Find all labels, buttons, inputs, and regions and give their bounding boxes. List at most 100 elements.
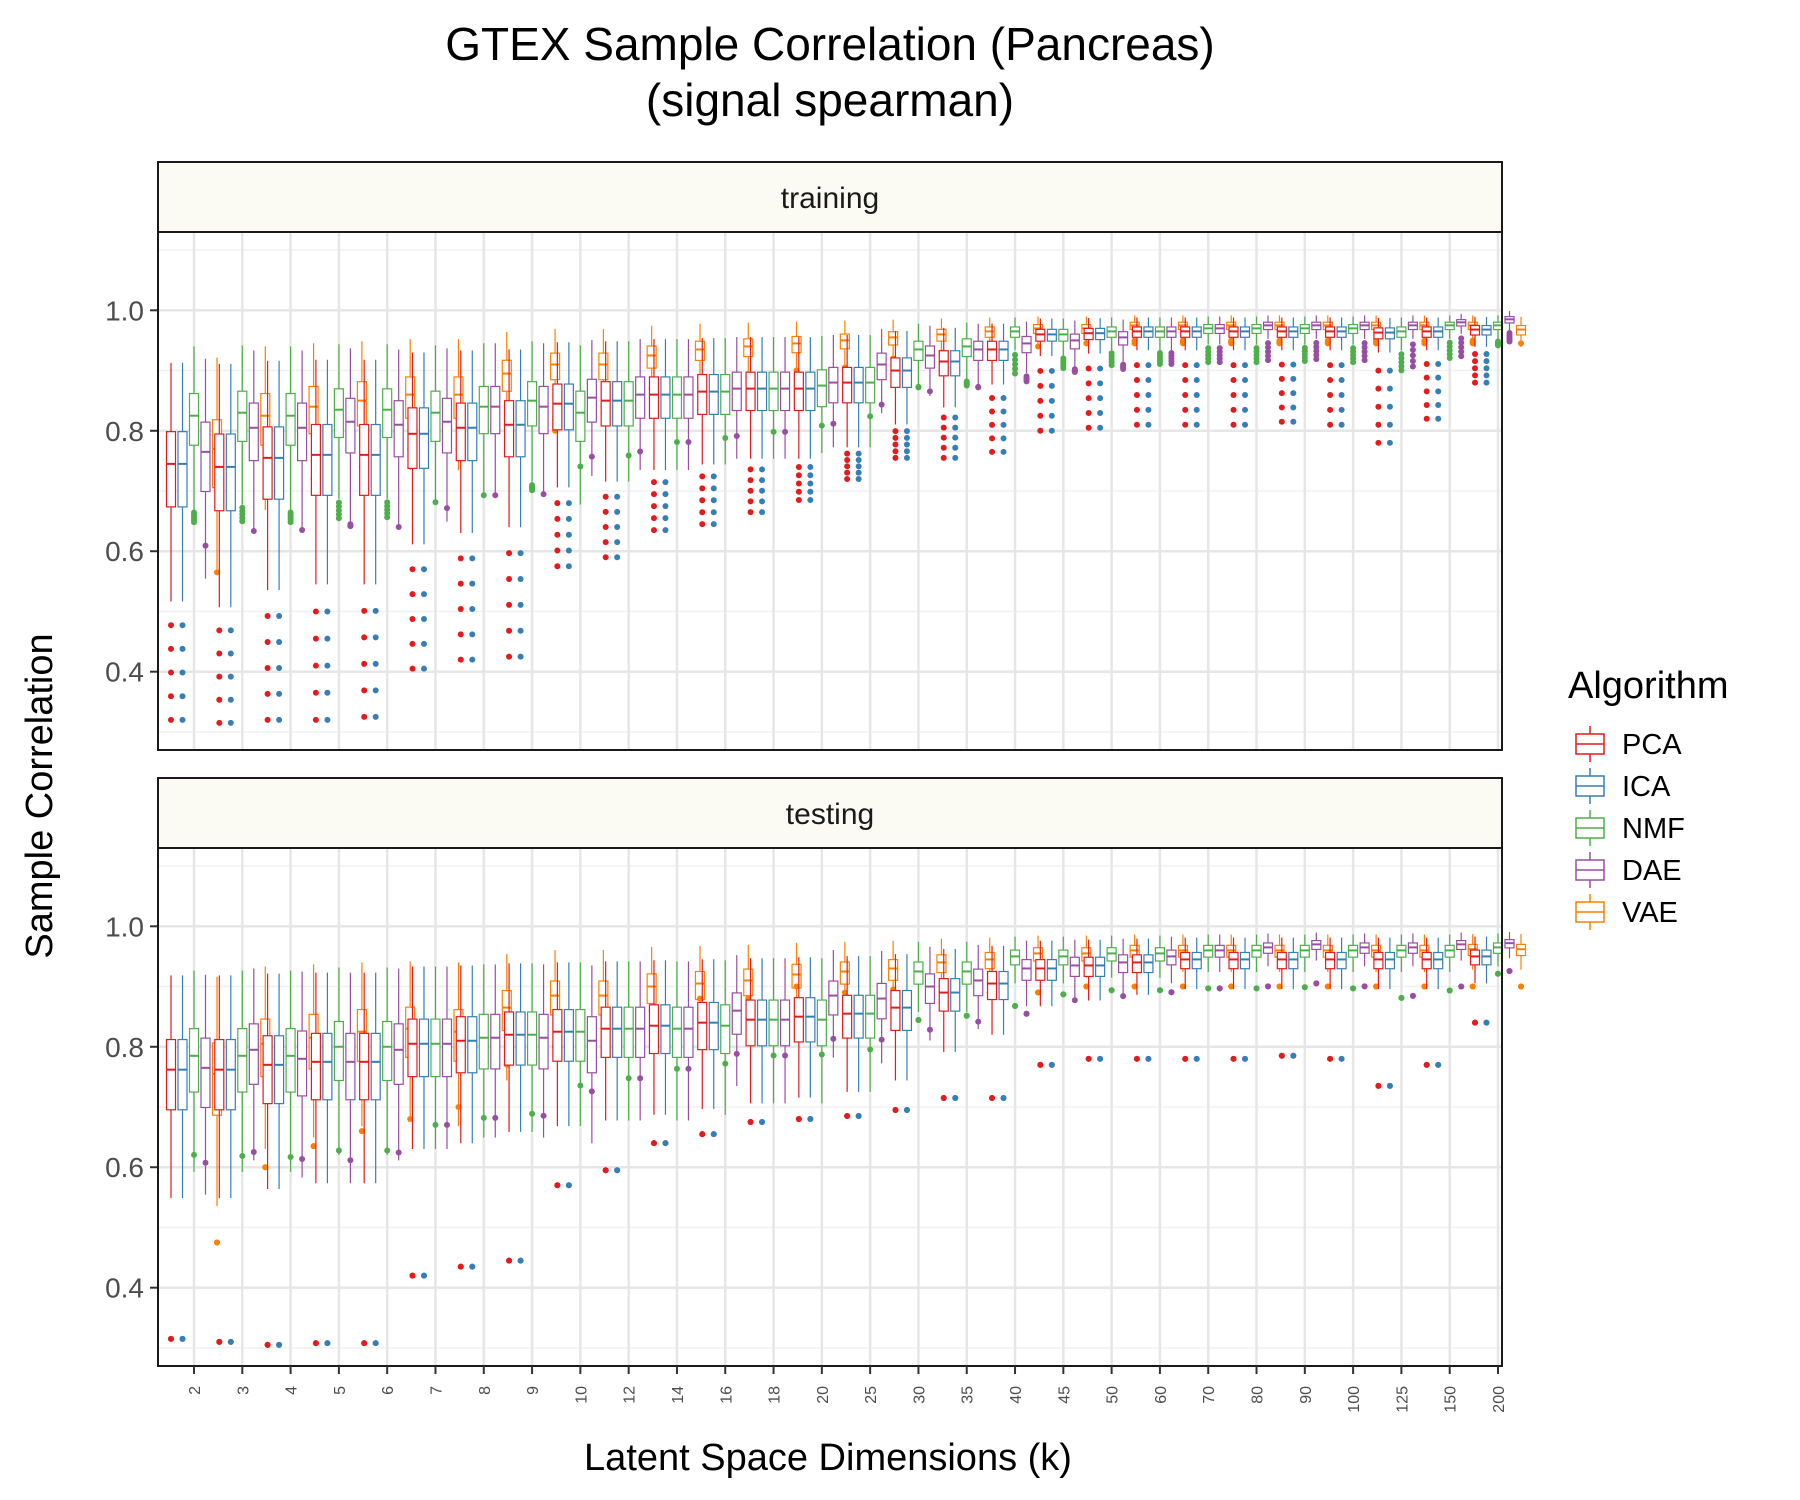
outlier-point <box>1278 1052 1285 1059</box>
box-dae <box>973 968 984 997</box>
outlier-point <box>1398 994 1405 1001</box>
box-nmf <box>1058 949 1069 966</box>
outlier-point <box>1375 1082 1382 1089</box>
outlier-point <box>1361 348 1368 355</box>
outlier-point <box>1338 1055 1345 1062</box>
category-group-9 <box>503 949 561 1264</box>
outlier-point <box>1483 1019 1490 1026</box>
category-group-100 <box>1325 315 1382 428</box>
outlier-point <box>699 497 706 504</box>
outlier-point <box>1361 983 1368 990</box>
outlier-point <box>202 542 209 549</box>
y-tick-label: 0.6 <box>105 1152 144 1183</box>
box-ica <box>515 1011 526 1066</box>
box-pca <box>986 340 998 362</box>
outlier-point <box>324 689 331 696</box>
outlier-point <box>940 454 947 461</box>
outlier-point <box>795 472 802 479</box>
outlier-point <box>747 477 754 484</box>
box-dae <box>635 1006 646 1058</box>
outlier-point <box>795 480 802 487</box>
box-ica <box>756 999 768 1047</box>
outlier-point <box>1338 391 1345 398</box>
outlier-point <box>1327 377 1334 384</box>
outlier-point <box>650 515 657 522</box>
box-nmf <box>671 1006 683 1058</box>
box-vae <box>501 359 512 392</box>
outlier-point <box>1168 989 1175 996</box>
outlier-point <box>989 435 996 442</box>
box-vae <box>646 973 657 1005</box>
outlier-point <box>989 408 996 415</box>
outlier-point <box>324 635 331 642</box>
box-ica <box>612 381 623 427</box>
box-nmf <box>671 376 683 419</box>
outlier-point <box>1037 1061 1044 1068</box>
outlier-point <box>1193 362 1200 369</box>
outlier-point <box>903 448 910 455</box>
outlier-point <box>1193 406 1200 413</box>
outlier-point <box>347 1157 354 1164</box>
box-nmf <box>720 1004 731 1055</box>
outlier-point <box>1012 365 1019 372</box>
legend-item-ica: ICA <box>1575 768 1671 804</box>
y-tick-label: 0.8 <box>105 1032 144 1063</box>
outlier-point <box>1361 357 1368 364</box>
outlier-point <box>1435 360 1442 367</box>
outlier-point <box>818 422 825 429</box>
y-tick-label: 0.4 <box>105 657 144 688</box>
outlier-point <box>830 420 837 427</box>
outlier-point <box>1242 406 1249 413</box>
outlier-point <box>1458 339 1465 346</box>
outlier-point <box>264 639 271 646</box>
category-group-5 <box>310 341 367 723</box>
outlier-point <box>807 1116 814 1123</box>
outlier-point <box>1386 439 1393 446</box>
outlier-point <box>372 607 379 614</box>
legend-item-nmf: NMF <box>1575 810 1685 846</box>
box-pca <box>1325 951 1336 970</box>
outlier-point <box>1327 362 1334 369</box>
outlier-point <box>409 566 416 573</box>
outlier-point <box>577 463 584 470</box>
box-dae <box>1166 949 1177 966</box>
outlier-point <box>335 1147 342 1154</box>
category-group-20 <box>793 320 850 504</box>
outlier-point <box>455 1104 462 1110</box>
outlier-point <box>276 639 283 646</box>
outlier-point <box>324 608 331 615</box>
x-tick-label: 80 <box>1250 1386 1267 1404</box>
category-group-50 <box>1083 934 1140 1062</box>
outlier-point <box>1242 1055 1249 1062</box>
box-vae <box>549 352 561 381</box>
outlier-point <box>1483 365 1490 372</box>
outlier-point <box>747 509 754 516</box>
box-vae <box>888 959 899 981</box>
box-ica <box>1046 959 1057 981</box>
outlier-point <box>952 424 959 431</box>
x-tick-label: 9 <box>525 1386 542 1395</box>
outlier-point <box>554 1182 561 1189</box>
outlier-point <box>1458 344 1465 351</box>
outlier-point <box>457 580 464 587</box>
box-dae <box>538 1013 549 1070</box>
outlier-point <box>1458 335 1465 342</box>
outlier-point <box>1398 351 1405 358</box>
outlier-point <box>239 504 246 511</box>
outlier-point <box>855 463 862 470</box>
outlier-point <box>168 622 174 629</box>
outlier-point <box>1000 421 1007 428</box>
outlier-point <box>1483 350 1490 357</box>
outlier-point <box>529 482 536 489</box>
outlier-point <box>227 650 234 657</box>
outlier-point <box>614 554 621 561</box>
box-pca <box>455 1016 466 1074</box>
outlier-point <box>1097 365 1104 372</box>
outlier-point <box>1446 339 1453 346</box>
category-group-80 <box>1228 933 1285 1062</box>
box-ica <box>901 989 913 1031</box>
outlier-point <box>179 622 186 629</box>
outlier-point <box>1193 377 1200 384</box>
outlier-point <box>469 1263 476 1270</box>
outlier-point <box>1276 983 1283 990</box>
